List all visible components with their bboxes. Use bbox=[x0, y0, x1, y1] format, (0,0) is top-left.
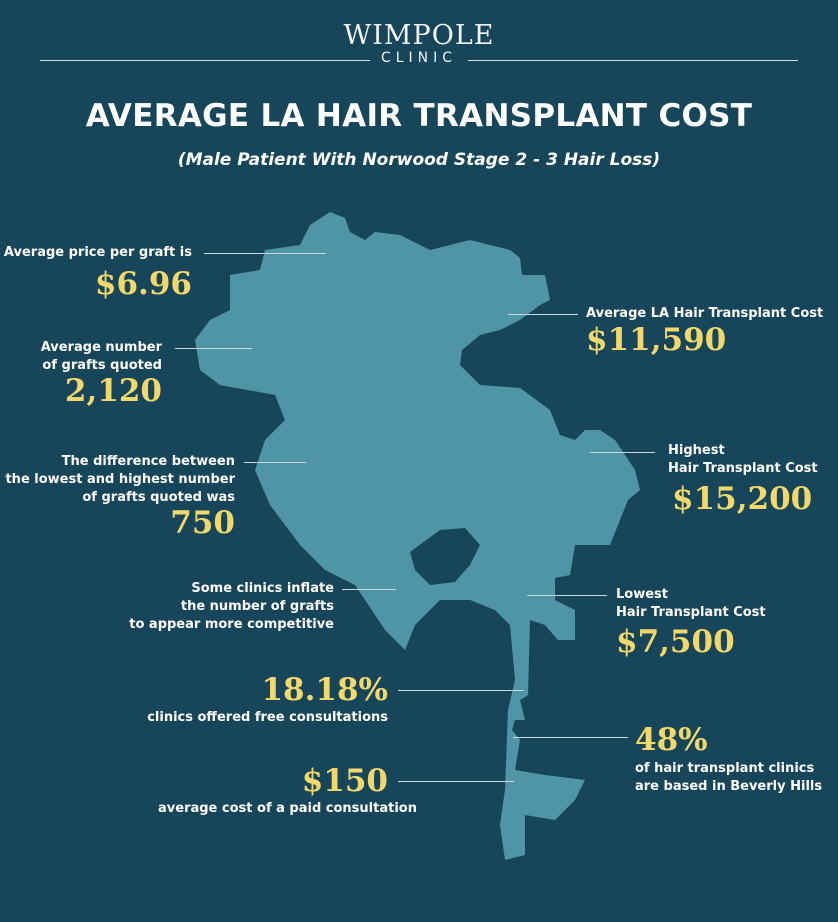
free-consult-label: clinics offered free consultations bbox=[147, 710, 388, 725]
label-line: Lowest bbox=[616, 587, 668, 602]
leader-line bbox=[175, 348, 252, 349]
page-title: AVERAGE LA HAIR TRANSPLANT COST bbox=[85, 98, 753, 134]
inflate-note: Some clinics inflate the number of grafts… bbox=[129, 580, 334, 634]
difference-label: The difference between the lowest and hig… bbox=[5, 453, 235, 507]
page-subtitle: (Male Patient With Norwood Stage 2 - 3 H… bbox=[177, 150, 661, 170]
label-line: of grafts quoted was bbox=[82, 490, 235, 505]
map-cutout bbox=[410, 528, 480, 585]
label-line: of hair transplant clinics bbox=[635, 761, 815, 776]
leader-line bbox=[508, 314, 578, 315]
beverly-hills-label: of hair transplant clinics are based in B… bbox=[635, 760, 822, 796]
grafts-quoted-value: 2,120 bbox=[64, 373, 162, 409]
lowest-label: Lowest Hair Transplant Cost bbox=[616, 586, 766, 622]
lowest-value: $7,500 bbox=[616, 624, 735, 660]
la-map-shape bbox=[195, 212, 640, 860]
brand-logo: WIMPOLE bbox=[343, 20, 495, 51]
label-line: The difference between bbox=[61, 454, 235, 469]
leader-line bbox=[513, 737, 628, 738]
label-line: Some clinics inflate bbox=[191, 581, 334, 596]
leader-line bbox=[244, 462, 306, 463]
label-line: Hair Transplant Cost bbox=[668, 461, 818, 476]
label-line: the lowest and highest number bbox=[5, 472, 235, 487]
leader-line bbox=[342, 589, 396, 590]
label-line: the number of grafts bbox=[180, 599, 334, 614]
price-per-graft-value: $6.96 bbox=[94, 266, 192, 302]
label-line: Average number bbox=[40, 340, 162, 355]
label-line: are based in Beverly Hills bbox=[635, 779, 823, 794]
leader-line bbox=[398, 690, 524, 691]
beverly-hills-value: 48% bbox=[635, 722, 708, 758]
highest-value: $15,200 bbox=[672, 481, 813, 517]
average-cost-label: Average LA Hair Transplant Cost bbox=[586, 306, 824, 321]
grafts-quoted-label: Average number of grafts quoted bbox=[41, 339, 162, 375]
divider bbox=[468, 60, 798, 61]
paid-consult-label: average cost of a paid consultation bbox=[158, 801, 417, 816]
divider bbox=[40, 60, 370, 61]
highest-label: Highest Hair Transplant Cost bbox=[668, 442, 818, 478]
difference-value: 750 bbox=[170, 505, 235, 541]
leader-line bbox=[204, 253, 326, 254]
leader-line bbox=[590, 452, 655, 453]
price-per-graft-label: Average price per graft is bbox=[3, 245, 192, 260]
label-line: Highest bbox=[668, 443, 725, 458]
brand-sub: CLINIC bbox=[380, 50, 458, 66]
paid-consult-value: $150 bbox=[301, 763, 388, 799]
label-line: to appear more competitive bbox=[129, 617, 334, 632]
leader-line bbox=[398, 781, 514, 782]
average-cost-value: $11,590 bbox=[586, 322, 727, 358]
free-consult-value: 18.18% bbox=[261, 672, 388, 708]
label-line: Hair Transplant Cost bbox=[616, 605, 766, 620]
leader-line bbox=[527, 595, 607, 596]
label-line: of grafts quoted bbox=[42, 358, 162, 373]
